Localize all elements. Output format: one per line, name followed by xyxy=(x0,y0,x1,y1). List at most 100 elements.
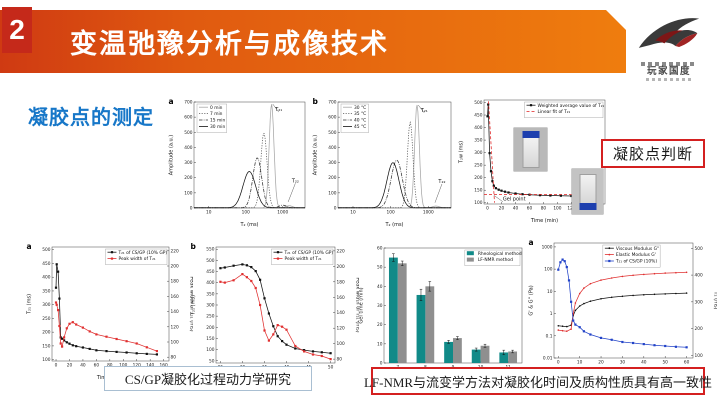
svg-text:250: 250 xyxy=(474,163,482,169)
svg-text:40 °C: 40 °C xyxy=(354,118,366,124)
svg-text:400: 400 xyxy=(328,145,336,151)
svg-text:500: 500 xyxy=(328,130,336,136)
svg-text:20: 20 xyxy=(377,322,383,328)
svg-text:500: 500 xyxy=(184,130,192,136)
svg-text:450: 450 xyxy=(206,269,214,275)
svg-text:G' & G'' (Pa): G' & G'' (Pa) xyxy=(529,285,535,315)
svg-text:220: 220 xyxy=(171,248,179,254)
vial-body xyxy=(522,137,539,168)
svg-text:400: 400 xyxy=(695,273,703,279)
svg-text:Peak width of T₂₁: Peak width of T₂₁ xyxy=(284,256,321,262)
svg-text:Elastic Modulus G': Elastic Modulus G' xyxy=(616,252,656,258)
svg-text:100: 100 xyxy=(544,267,552,273)
svg-text:0: 0 xyxy=(334,206,337,212)
svg-text:450: 450 xyxy=(42,261,50,267)
logo-decoration-top xyxy=(641,62,697,66)
chart-t21-peak-width-temperature: 50 100 150 200 250 300 350 400 450 500 550 80 100 120… xyxy=(189,240,361,383)
svg-text:100: 100 xyxy=(171,340,179,346)
svg-text:0: 0 xyxy=(55,363,58,369)
section-heading: 凝胶点的测定 xyxy=(28,107,154,129)
svg-text:a: a xyxy=(529,238,534,247)
svg-text:0: 0 xyxy=(380,361,383,367)
svg-text:100: 100 xyxy=(474,200,482,206)
svg-text:80: 80 xyxy=(337,357,343,363)
svg-text:1000: 1000 xyxy=(277,210,288,216)
vial-cap xyxy=(522,131,539,138)
svg-text:40: 40 xyxy=(377,284,383,290)
svg-text:100: 100 xyxy=(206,347,214,353)
svg-text:b: b xyxy=(191,242,197,251)
svg-text:100: 100 xyxy=(337,341,345,347)
svg-text:40: 40 xyxy=(513,206,519,212)
page-title: 变温弛豫分析与成像技术 xyxy=(70,29,389,59)
svg-text:Peak width of T₂₁: Peak width of T₂₁ xyxy=(118,256,155,262)
svg-text:LF-NMR method: LF-NMR method xyxy=(478,257,513,263)
svg-text:0.01: 0.01 xyxy=(543,356,553,362)
svg-text:500: 500 xyxy=(695,246,703,252)
svg-text:120: 120 xyxy=(337,326,345,332)
svg-text:300: 300 xyxy=(184,160,192,166)
svg-text:50: 50 xyxy=(662,360,668,366)
svg-text:40: 40 xyxy=(641,360,647,366)
chart-modulus-t21-time: 0.01 0.1 1 10 100 1000 100 200 300 400 500 0 10 20 30 4… xyxy=(527,236,719,378)
svg-text:300: 300 xyxy=(328,160,336,166)
conclusion-callout: LF-NMR与流变学方法对凝胶化时间及质构性质具有高一致性 xyxy=(364,367,712,395)
svg-text:Amplitude (a.u.): Amplitude (a.u.) xyxy=(169,135,175,176)
svg-text:60: 60 xyxy=(527,206,533,212)
svg-text:60: 60 xyxy=(377,246,383,252)
vial-cap xyxy=(579,203,596,210)
svg-text:200: 200 xyxy=(42,330,50,336)
svg-text:1000: 1000 xyxy=(542,244,553,250)
svg-text:400: 400 xyxy=(206,280,214,286)
svg-text:60: 60 xyxy=(94,363,100,369)
svg-text:700: 700 xyxy=(184,100,192,106)
svg-text:80: 80 xyxy=(541,206,547,212)
svg-text:600: 600 xyxy=(328,115,336,121)
svg-text:220: 220 xyxy=(337,248,345,254)
svg-text:20: 20 xyxy=(67,363,73,369)
svg-text:20: 20 xyxy=(499,206,505,212)
svg-text:T₂₁ of CS/GP (10% GP): T₂₁ of CS/GP (10% GP) xyxy=(283,250,333,256)
svg-text:700: 700 xyxy=(328,100,336,106)
svg-text:T₂₂: T₂₂ xyxy=(291,178,299,184)
svg-text:350: 350 xyxy=(474,138,482,144)
vial-photo-inverted xyxy=(572,169,603,214)
svg-text:450: 450 xyxy=(474,113,482,119)
svg-text:400: 400 xyxy=(42,275,50,281)
svg-text:Gel time (min): Gel time (min) xyxy=(359,287,365,323)
svg-text:140: 140 xyxy=(146,363,154,369)
svg-text:150: 150 xyxy=(206,336,214,342)
svg-text:100: 100 xyxy=(184,190,192,196)
header-band: 变温弛豫分析与成像技术 xyxy=(0,10,626,73)
gel-point-callout: 凝胶点判断 xyxy=(601,139,705,168)
logo-decoration-bottom xyxy=(646,78,692,81)
svg-text:50: 50 xyxy=(377,265,383,271)
svg-text:300: 300 xyxy=(42,302,50,308)
svg-text:180: 180 xyxy=(171,279,179,285)
svg-text:0: 0 xyxy=(190,206,193,212)
svg-text:150: 150 xyxy=(42,343,50,349)
svg-text:T₂₂: T₂₂ xyxy=(437,179,445,185)
svg-text:1000: 1000 xyxy=(423,210,434,216)
svg-text:T₂ (ms): T₂ (ms) xyxy=(239,222,258,228)
svg-text:T₂₁ of CS/GP (10%): T₂₁ of CS/GP (10%) xyxy=(615,259,657,265)
svg-text:100: 100 xyxy=(242,210,250,216)
svg-text:1: 1 xyxy=(550,311,553,317)
chart-t21-peak-width-time: 100 150 200 250 300 350 400 450 500 80 100 120 140 16… xyxy=(25,240,195,381)
svg-text:200: 200 xyxy=(184,175,192,181)
svg-text:Peak width of T₂₁ (ms): Peak width of T₂₁ (ms) xyxy=(355,277,360,332)
eye-logo-icon xyxy=(628,13,710,59)
svg-text:30: 30 xyxy=(377,303,383,309)
svg-text:400: 400 xyxy=(184,145,192,151)
svg-text:140: 140 xyxy=(171,309,179,315)
svg-text:600: 600 xyxy=(184,115,192,121)
svg-text:T₂w (ms): T₂w (ms) xyxy=(459,141,465,164)
svg-text:0: 0 xyxy=(557,360,560,366)
svg-text:60: 60 xyxy=(684,360,690,366)
svg-text:300: 300 xyxy=(206,303,214,309)
svg-text:100: 100 xyxy=(328,190,336,196)
svg-text:100: 100 xyxy=(553,206,561,212)
svg-text:T₂₁ of CS/GP (10% GP): T₂₁ of CS/GP (10% GP) xyxy=(117,250,167,256)
svg-text:150: 150 xyxy=(474,188,482,194)
svg-text:250: 250 xyxy=(206,314,214,320)
